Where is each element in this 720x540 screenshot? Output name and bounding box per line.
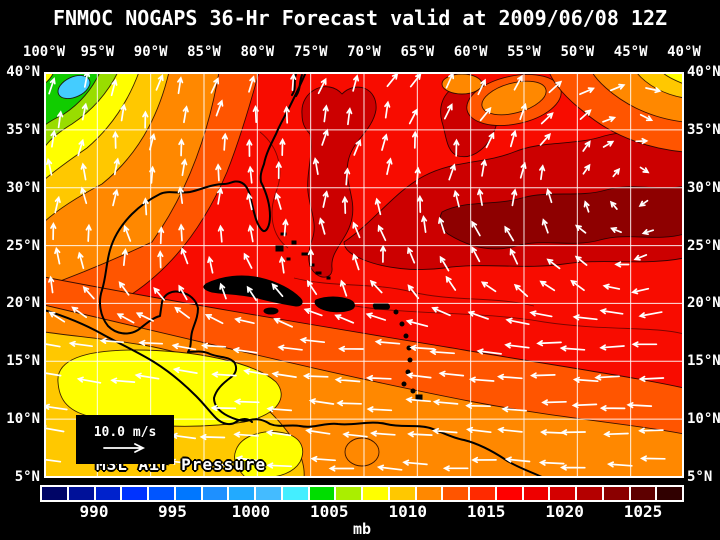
colorbar-cell	[523, 487, 549, 500]
lat-tick-label: 10°N	[6, 411, 40, 428]
wind-arrows	[44, 72, 666, 472]
lon-tick-label: 40°W	[667, 44, 701, 60]
lon-tick-label: 100°W	[22, 44, 66, 60]
colorbar-tick-label: 1010	[388, 502, 427, 521]
colorbar-cell	[202, 487, 228, 500]
colorbar-tick-label: 1020	[545, 502, 584, 521]
lon-tick-label: 90°W	[133, 44, 168, 60]
colorbar-cell	[336, 487, 361, 500]
lon-tick-label: 70°W	[347, 44, 381, 60]
lat-tick-label: 20°N	[6, 295, 40, 312]
lat-tick-label: 30°N	[6, 179, 40, 196]
lat-tick-label: 40°N	[687, 64, 720, 80]
lat-tick-label: 5°N	[14, 468, 40, 485]
lon-tick-label: 80°W	[240, 44, 275, 60]
colorbar-cell	[282, 487, 308, 500]
wind-scale-arrow-icon	[103, 443, 146, 453]
wind-scale-value: 10.0 m/s	[93, 425, 157, 440]
colorbar-cell	[122, 487, 147, 500]
colorbar-cell	[496, 487, 522, 500]
lat-tick-label: 5°N	[687, 468, 713, 485]
colorbar-cell	[175, 487, 201, 500]
grid-lines	[44, 72, 684, 478]
lat-tick-label: 20°N	[687, 295, 720, 312]
lon-tick-label: 55°W	[507, 44, 541, 60]
page-title: FNMOC NOGAPS 36-Hr Forecast valid at 200…	[52, 6, 668, 30]
lon-tick-label: 95°W	[80, 44, 115, 60]
lat-tick-label: 15°N	[687, 353, 720, 370]
colorbar-tick-label: 1005	[310, 502, 349, 521]
coastlines	[44, 72, 545, 478]
colorbar-cell	[550, 487, 575, 500]
colorbar-cell	[68, 487, 94, 500]
map-border	[44, 72, 684, 478]
map-canvas: MSL Air Pressure	[44, 72, 684, 478]
colorbar-cell	[416, 487, 442, 500]
colorbar-cell	[363, 487, 388, 500]
lon-tick-label: 50°W	[560, 44, 595, 60]
colorbar-cell	[443, 487, 468, 500]
lon-tick-label: 45°W	[613, 44, 648, 60]
colorbar	[40, 485, 684, 502]
colorbar-cell	[577, 487, 602, 500]
lon-tick-label: 85°W	[187, 44, 221, 60]
pressure-contour-map	[44, 72, 684, 478]
colorbar-cell	[657, 487, 682, 500]
colorbar-tick-label: 1000	[231, 502, 271, 521]
colorbar-cell	[389, 487, 415, 500]
colorbar-tick-label: 1025	[623, 502, 663, 521]
lat-tick-label: 40°N	[6, 64, 40, 80]
lat-tick-label: 30°N	[687, 179, 720, 196]
lat-tick-label: 10°N	[687, 411, 720, 428]
colorbar-cell	[603, 487, 629, 500]
colorbar-tick-label: 995	[157, 502, 187, 521]
lon-tick-label: 65°W	[400, 44, 435, 60]
colorbar-cell	[95, 487, 121, 500]
colorbar-cell	[229, 487, 254, 500]
colorbar-cell	[42, 487, 67, 500]
colorbar-cell	[256, 487, 281, 500]
lat-tick-label: 25°N	[6, 237, 40, 254]
colorbar-cell	[630, 487, 656, 500]
colorbar-cell	[470, 487, 495, 500]
islands	[203, 232, 423, 401]
lat-tick-label: 25°N	[687, 237, 720, 254]
colorbar-unit: mb	[352, 520, 372, 538]
colorbar-cell	[309, 487, 335, 500]
lat-tick-label: 35°N	[687, 121, 720, 138]
lon-tick-label: 75°W	[293, 44, 328, 60]
wind-scale-legend: 10.0 m/s	[76, 415, 174, 464]
colorbar-tick-label: 990	[79, 502, 109, 521]
lon-tick-label: 60°W	[453, 44, 488, 60]
lat-tick-label: 15°N	[6, 353, 40, 370]
lat-tick-label: 35°N	[6, 121, 40, 138]
colorbar-cell	[149, 487, 174, 500]
colorbar-tick-label: 1015	[466, 502, 506, 521]
